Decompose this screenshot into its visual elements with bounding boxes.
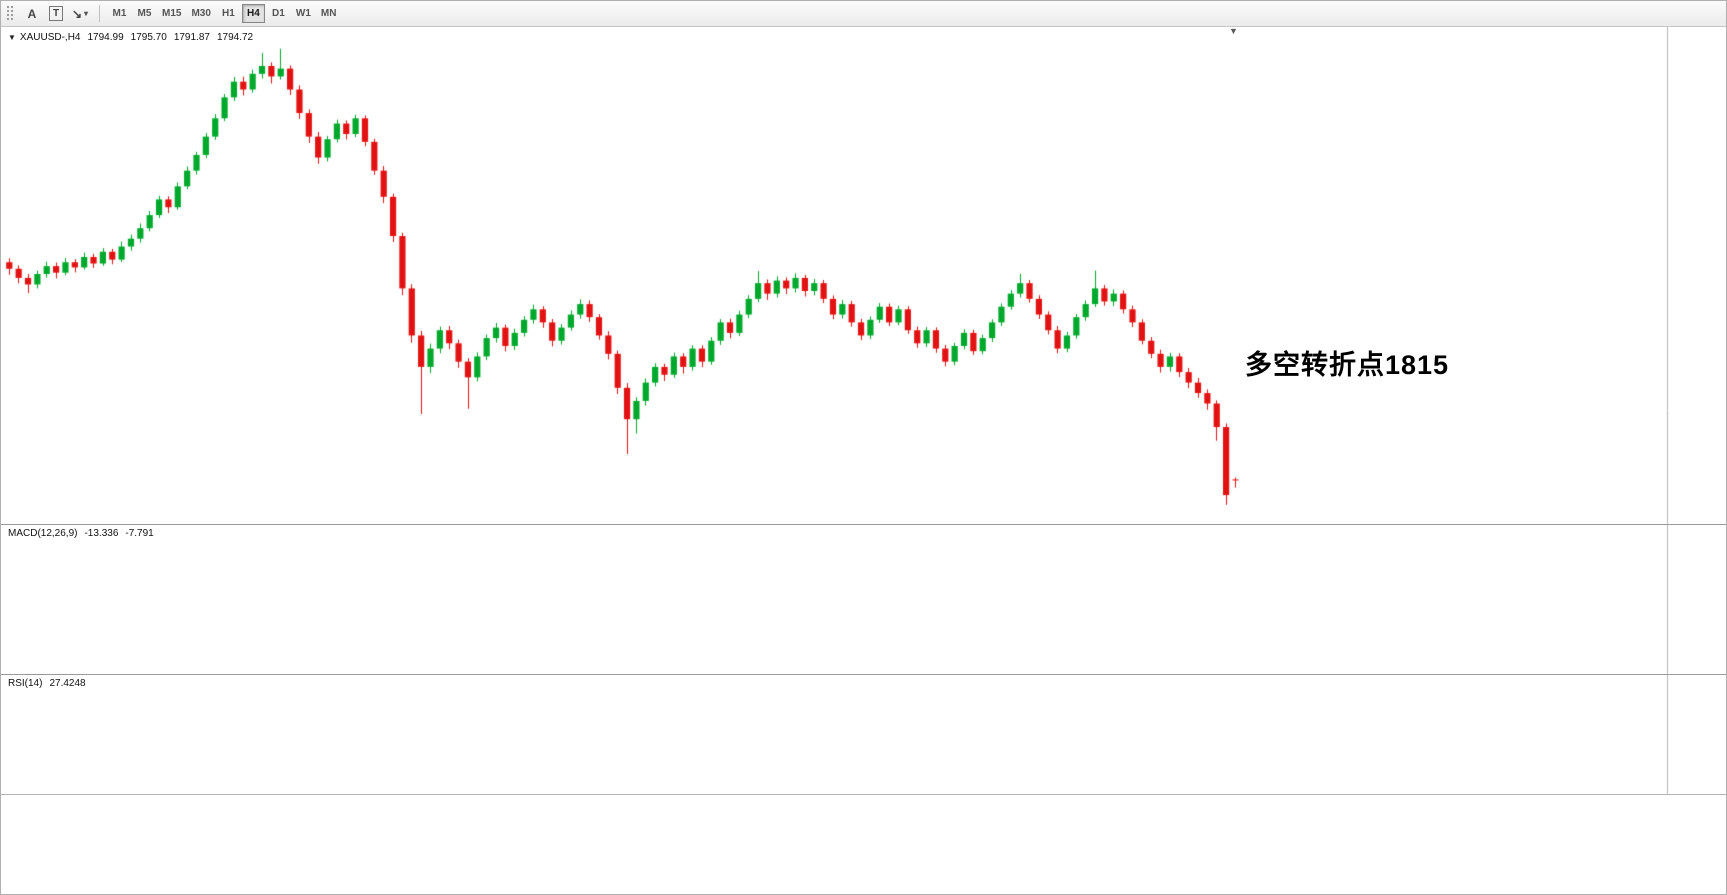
rsi-value: 27.4248 bbox=[49, 678, 86, 689]
text-label-icon: A bbox=[27, 6, 37, 21]
toolbar: A T ↘ ▾ M1 M5 M15 M30 H1 H4 D1 W1 MN bbox=[1, 1, 1726, 27]
ohlc-low: 1791.87 bbox=[173, 32, 210, 43]
macd-name: MACD(12,26,9) bbox=[8, 528, 78, 539]
toolbar-separator bbox=[99, 5, 100, 22]
rsi-name: RSI(14) bbox=[8, 678, 43, 689]
text-tool-icon: T bbox=[48, 6, 64, 21]
ohlc-open: 1794.99 bbox=[87, 32, 124, 43]
draw-object-icon: ↘ bbox=[71, 6, 83, 21]
panel-splitter-macd[interactable] bbox=[1, 524, 1726, 525]
macd-value-main: -13.336 bbox=[84, 528, 119, 539]
timeframe-button-h1[interactable]: H1 bbox=[222, 8, 235, 19]
timeframe-button-w1[interactable]: W1 bbox=[295, 8, 311, 19]
dropdown-arrow-icon: ▾ bbox=[84, 9, 89, 18]
ohlc-close: 1794.72 bbox=[216, 32, 254, 43]
time-axis-separator bbox=[1, 794, 1726, 795]
symbol-period: XAUUSD-,H4 bbox=[19, 32, 81, 43]
toolbar-grip[interactable] bbox=[6, 5, 15, 22]
timeframe-button-h4[interactable]: H4 bbox=[241, 4, 265, 23]
timeframe-button-m30[interactable]: M30 bbox=[191, 8, 211, 19]
rsi-indicator-label: RSI(14) 27.4248 bbox=[8, 678, 93, 689]
ohlc-high: 1795.70 bbox=[130, 32, 167, 43]
symbol-info-line: ▼ XAUUSD-,H4 1794.99 1795.70 1791.87 1794.72 bbox=[8, 32, 260, 43]
timeframe-button-d1[interactable]: D1 bbox=[272, 8, 285, 19]
timeframe-button-m1[interactable]: M1 bbox=[112, 8, 127, 19]
chart-shift-marker[interactable]: ▼ bbox=[1229, 26, 1238, 36]
timeframe-button-mn[interactable]: MN bbox=[320, 8, 337, 19]
timeframe-toolbar: M1 M5 M15 M30 H1 H4 D1 W1 MN bbox=[107, 4, 341, 23]
timeframe-button-m15[interactable]: M15 bbox=[162, 8, 182, 19]
text-label-tool[interactable]: A bbox=[21, 3, 43, 25]
text-tool[interactable]: T bbox=[45, 3, 67, 25]
timeframe-button-m5[interactable]: M5 bbox=[137, 8, 152, 19]
macd-value-signal: -7.791 bbox=[125, 528, 154, 539]
chart-annotation-text[interactable]: 多空转折点1815 bbox=[1245, 350, 1450, 380]
macd-indicator-label: MACD(12,26,9) -13.336 -7.791 bbox=[8, 528, 161, 539]
symbol-dropdown-icon[interactable]: ▼ bbox=[8, 33, 16, 42]
panel-splitter-rsi[interactable] bbox=[1, 674, 1726, 675]
objects-tool[interactable]: ↘ ▾ bbox=[69, 3, 91, 25]
